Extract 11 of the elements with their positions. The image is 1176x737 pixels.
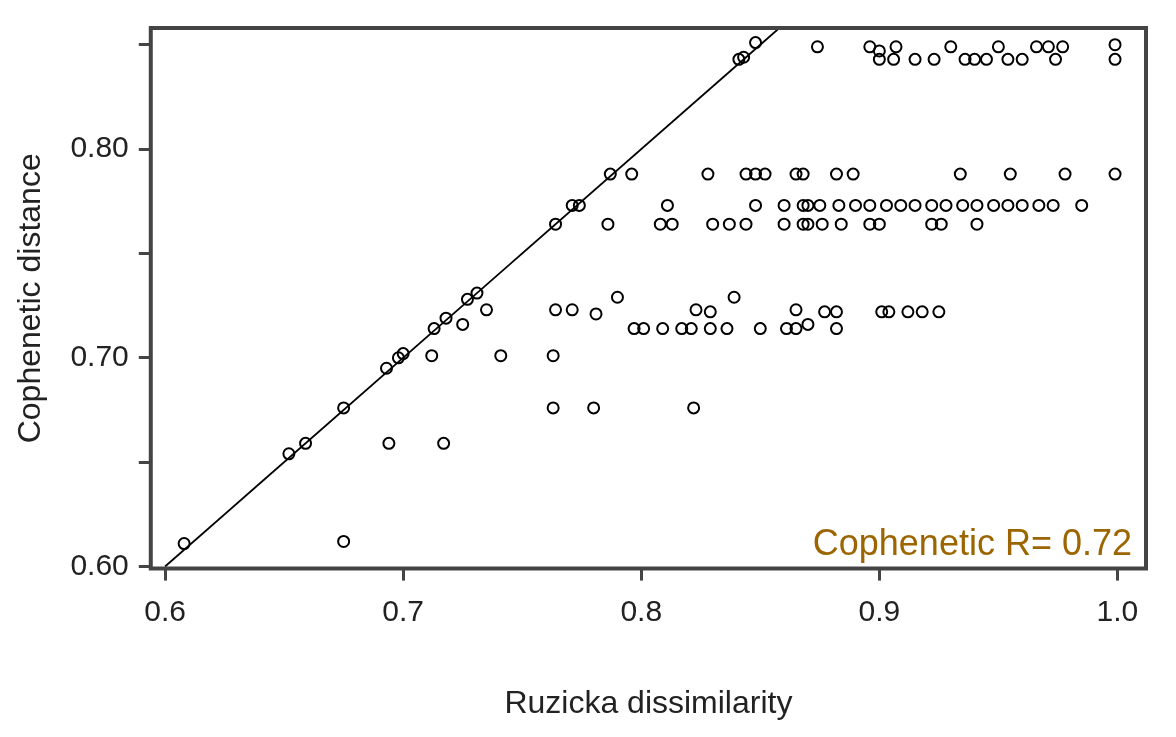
y-tick-label: 0.80	[70, 130, 129, 164]
y-tick-label: 0.60	[70, 547, 129, 581]
y-axis-title: Cophenetic distance	[11, 153, 48, 444]
x-tick-label: 1.0	[1096, 593, 1139, 627]
x-tick-label: 0.7	[382, 593, 425, 627]
x-tick-label: 0.8	[620, 593, 663, 627]
x-axis-title: Ruzicka dissimilarity	[504, 683, 793, 720]
y-tick-label: 0.70	[70, 339, 129, 373]
x-tick-label: 0.6	[144, 593, 186, 627]
x-tick-label: 0.9	[858, 593, 901, 627]
annotation: Cophenetic R= 0.72	[812, 521, 1132, 563]
